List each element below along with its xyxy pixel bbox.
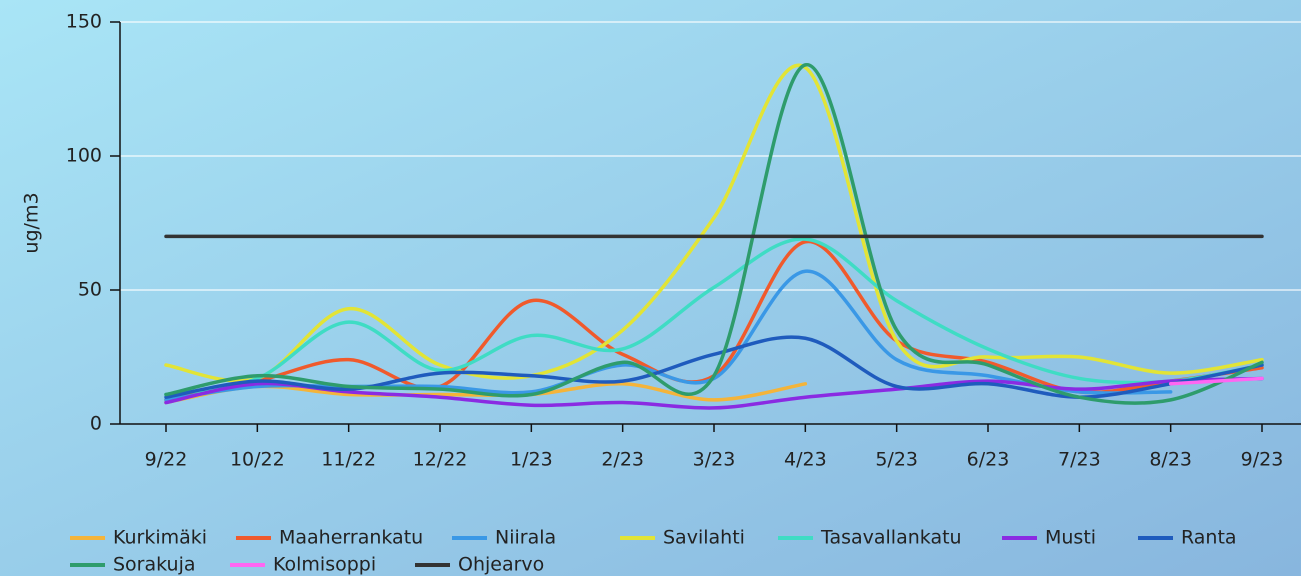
y-axis-label: ug/m3 (21, 192, 43, 253)
y-tick-label: 150 (66, 11, 102, 33)
y-tick-label: 50 (78, 279, 102, 301)
x-tick-label: 2/23 (601, 449, 644, 471)
x-tick-label: 8/23 (1149, 449, 1192, 471)
x-tick-label: 6/23 (967, 449, 1010, 471)
legend-label: Musti (1045, 527, 1096, 549)
x-tick-label: 9/22 (145, 449, 188, 471)
series-line (164, 63, 1264, 383)
series-line (164, 237, 1264, 397)
x-tick-label: 7/23 (1058, 449, 1101, 471)
legend-label: Savilahti (663, 527, 745, 549)
series-line (1168, 376, 1264, 386)
legend-label: Sorakuja (113, 554, 196, 576)
legend-label: Ohjearvo (458, 554, 544, 576)
x-tick-label: 9/23 (1241, 449, 1284, 471)
legend-label: Ranta (1181, 527, 1237, 549)
x-tick-label: 10/22 (230, 449, 285, 471)
legend-label: Maaherrankatu (279, 527, 423, 549)
x-tick-label: 5/23 (875, 449, 918, 471)
x-tick-label: 1/23 (510, 449, 553, 471)
series-line (164, 63, 1264, 405)
series-line (164, 376, 1264, 410)
y-tick-label: 100 (66, 145, 102, 167)
x-tick-label: 3/23 (693, 449, 736, 471)
y-tick-label: 0 (90, 413, 102, 435)
legend-label: Kurkimäki (113, 527, 207, 549)
legend-label: Tasavallankatu (820, 527, 962, 549)
legend-label: Niirala (495, 527, 556, 549)
x-tick-label: 4/23 (784, 449, 827, 471)
x-tick-label: 12/22 (413, 449, 468, 471)
legend-label: Kolmisoppi (273, 554, 376, 576)
x-tick-label: 11/22 (321, 449, 376, 471)
